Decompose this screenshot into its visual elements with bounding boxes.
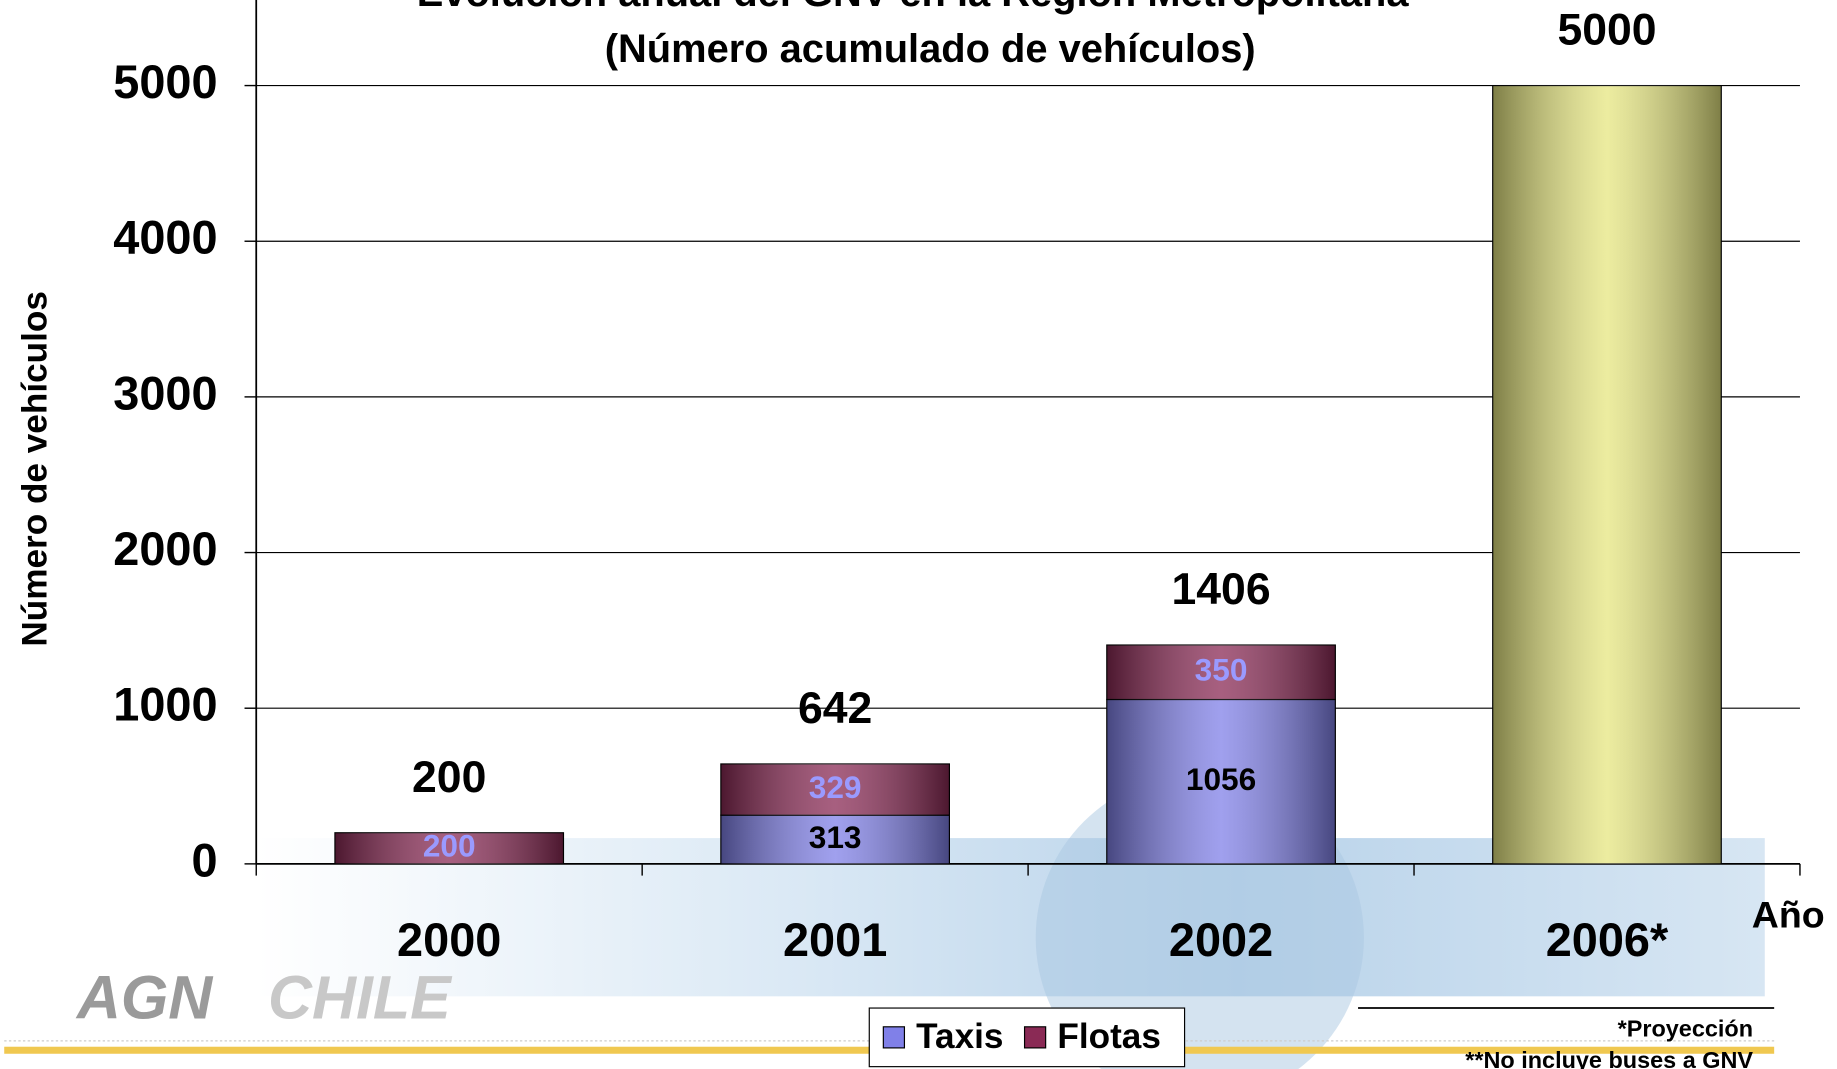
x-tick-label: 2006* <box>1546 914 1669 966</box>
y-tick-label: 0 <box>191 834 217 886</box>
note: **No incluye buses a GNV <box>1465 1047 1753 1069</box>
y-tick-label: 4000 <box>113 212 217 264</box>
data-label: 329 <box>809 769 862 805</box>
legend-swatch <box>1025 1027 1046 1048</box>
legend-swatch <box>883 1027 904 1048</box>
y-axis-label: Número de vehículos <box>15 291 54 647</box>
data-label: 313 <box>809 819 862 855</box>
y-tick-label: 3000 <box>113 367 217 419</box>
x-tick-label: 2000 <box>397 914 501 966</box>
legend-label: Flotas <box>1057 1017 1161 1056</box>
bar-shade <box>1493 86 1722 864</box>
x-axis-label: Año <box>1752 894 1825 936</box>
data-label: 200 <box>423 828 476 864</box>
chart: Evolución anual del GNV en la Región Met… <box>0 0 1837 1069</box>
y-tick-label: 2000 <box>113 523 217 575</box>
x-tick-label: 2002 <box>1169 914 1273 966</box>
data-label: 350 <box>1195 652 1248 688</box>
legend-label: Taxis <box>916 1017 1003 1056</box>
y-tick-label: 1000 <box>113 679 217 731</box>
total-label: 200 <box>412 753 486 802</box>
chart-subtitle: (Número acumulado de vehículos) <box>605 27 1256 71</box>
data-label: 1056 <box>1186 761 1256 797</box>
total-label: 1406 <box>1172 565 1271 614</box>
y-tick-label: 5000 <box>113 56 217 108</box>
total-label: 5000 <box>1557 6 1656 55</box>
logo-text: CHILE <box>268 963 453 1031</box>
total-label: 642 <box>798 684 872 733</box>
legend: Taxis Flotas <box>869 1008 1184 1067</box>
chart-title: Evolución anual del GNV en la Región Met… <box>417 0 1410 15</box>
note: *Proyección <box>1618 1016 1753 1042</box>
x-tick-label: 2001 <box>783 914 887 966</box>
logo-text: AGN <box>75 963 214 1031</box>
